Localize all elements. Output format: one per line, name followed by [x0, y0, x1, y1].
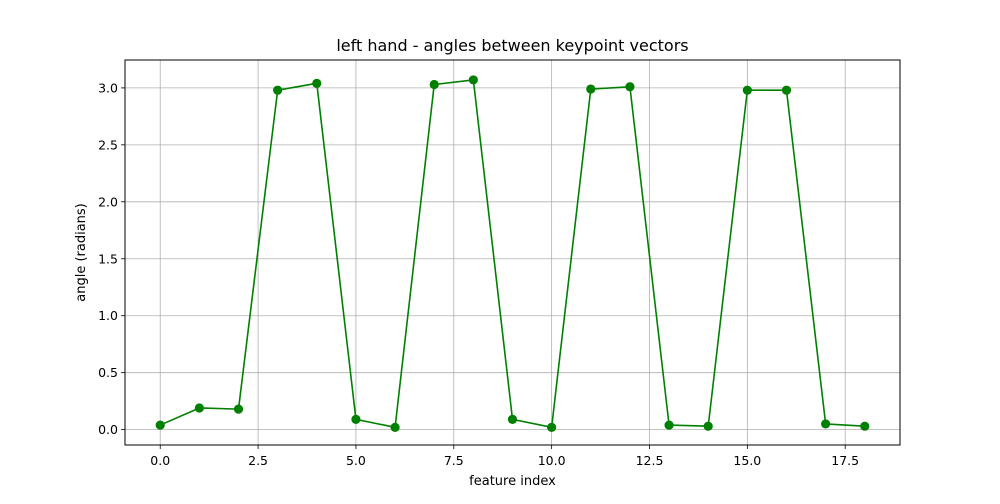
y-tick-label: 1.5: [98, 251, 118, 266]
data-point: [429, 79, 439, 90]
y-tick-label: 0.0: [98, 422, 118, 437]
data-point: [194, 403, 204, 413]
x-tick-label: 12.5: [636, 453, 664, 468]
data-point: [781, 85, 792, 95]
x-tick-label: 15.0: [733, 453, 761, 468]
data-point: [742, 85, 752, 95]
data-point: [586, 84, 596, 94]
y-tick-label: 2.0: [98, 194, 118, 209]
chart-title: left hand - angles between keypoint vect…: [336, 36, 688, 55]
y-axis-label: angle (radians): [74, 203, 89, 302]
data-point: [547, 422, 557, 432]
data-point: [625, 82, 635, 92]
y-tick-label: 3.0: [98, 80, 118, 95]
x-tick-label: 0.0: [150, 453, 170, 468]
y-tick-label: 1.0: [98, 308, 118, 323]
y-tick-label: 0.5: [98, 365, 118, 380]
data-point: [507, 414, 518, 424]
data-point: [468, 75, 478, 85]
x-tick-label: 5.0: [346, 453, 366, 468]
plot-frame: [124, 59, 901, 446]
data-point: [664, 420, 674, 430]
data-point: [390, 422, 400, 432]
x-axis-label: feature index: [469, 474, 556, 489]
data-point: [312, 78, 322, 88]
x-tick-label: 2.5: [248, 453, 268, 468]
data-point: [703, 421, 713, 431]
data-point: [821, 419, 831, 429]
series-line: [159, 79, 865, 429]
data-point: [273, 85, 283, 95]
data-point: [155, 420, 165, 430]
data-point: [860, 421, 870, 431]
x-tick-label: 10.0: [538, 453, 566, 468]
series-layer: [155, 75, 870, 432]
x-tick-label: 7.5: [444, 453, 464, 468]
y-tick-label: 2.5: [98, 137, 118, 152]
tick-layer: 0.0 2.5 5.0 7.5 10.0 12.5 15.0 17.5 0.0 0.5 1.0 1.5…: [98, 80, 859, 468]
data-point: [351, 414, 361, 424]
x-tick-label: 17.5: [831, 453, 859, 468]
data-point: [233, 404, 244, 414]
